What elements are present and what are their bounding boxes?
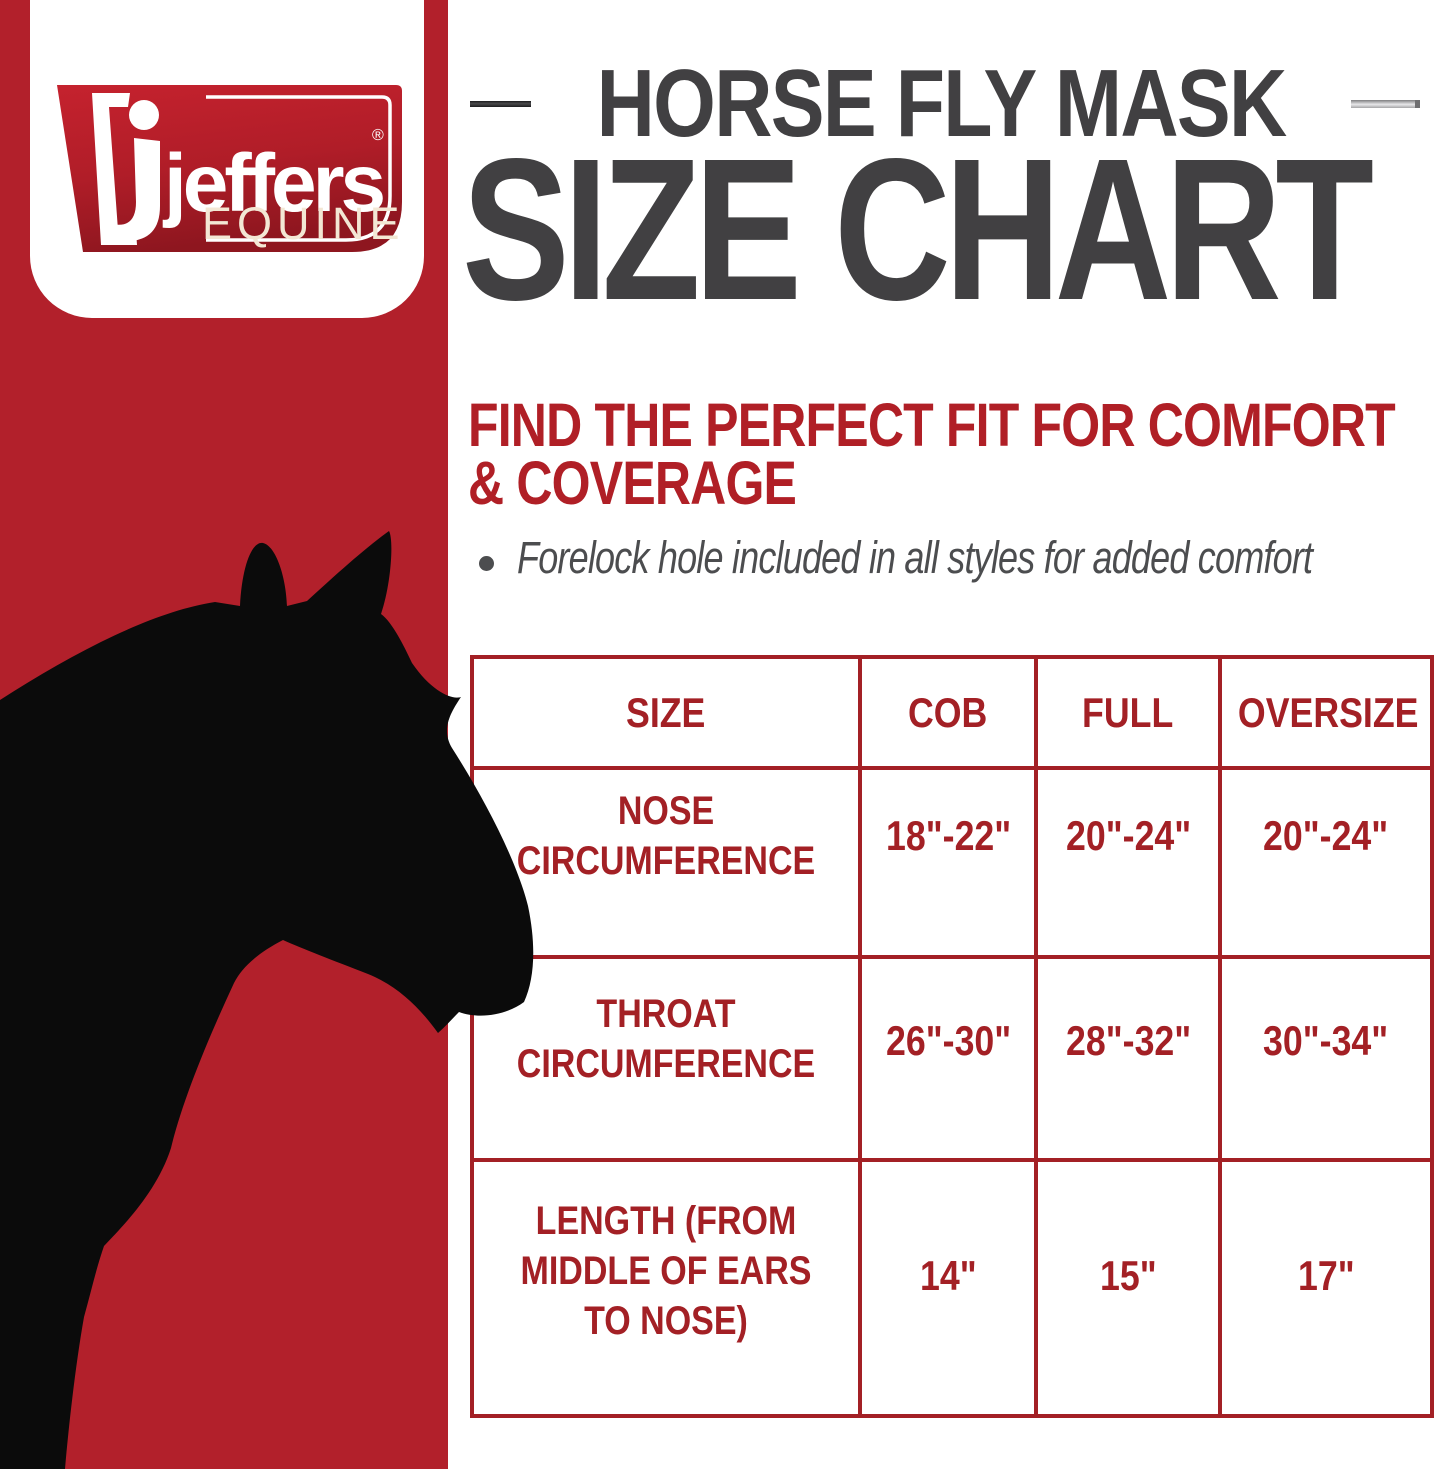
jeffers-logo-card: jeffers ® EQUINE [30,0,424,318]
table-row-length: LENGTH (FROM MIDDLE OF EARS TO NOSE) 14"… [470,1158,1435,1418]
intro-heading-line1: FIND THE PERFECT FIT FOR COMFORT [468,391,1396,459]
cell-value: 26"-30" [857,955,1039,1162]
cell-value: 17" [1217,1158,1435,1418]
row-label: NOSE CIRCUMFERENCE [470,766,862,959]
logo-brand-name: jeffers [162,138,384,229]
cell-value: 15" [1034,1158,1222,1418]
cell-value: 30"-34" [1217,955,1435,1162]
cell-value: 18"-22" [857,766,1039,959]
cell-value: 20"-24" [1217,766,1435,959]
cell-value: 28"-32" [1034,955,1222,1162]
intro-heading: FIND THE PERFECT FIT FOR COMFORT & COVER… [468,395,1445,514]
bullet-text: Forelock hole included in all styles for… [517,532,1313,583]
logo-brand-sub: EQUINE [202,198,402,249]
column-header-oversize: OVERSIZE [1217,655,1435,770]
column-header-full: FULL [1034,655,1222,770]
table-row-throat-circumference: THROAT CIRCUMFERENCE 26"-30" 28"-32" 30"… [470,955,1435,1162]
row-label: THROAT CIRCUMFERENCE [470,955,862,1162]
column-header-size: SIZE [470,655,862,770]
table-row-nose-circumference: NOSE CIRCUMFERENCE 18"-22" 20"-24" 20"-2… [470,766,1435,959]
row-label: LENGTH (FROM MIDDLE OF EARS TO NOSE) [470,1158,862,1418]
column-header-cob: COB [857,655,1039,770]
bullet-dot-icon [479,556,494,571]
logo-bracket-icon [92,93,137,245]
cell-value: 14" [857,1158,1039,1418]
size-table-header-row: SIZE COB FULL OVERSIZE [470,655,1435,770]
intro-heading-line2: & COVERAGE [468,449,797,517]
cell-value: 20"-24" [1034,766,1222,959]
kicker-title: HORSE FLY MASK [596,50,1288,157]
title-dash-left-icon [470,101,532,107]
kicker-row: HORSE FLY MASK [470,44,1420,164]
title-dash-right-icon [1351,100,1420,108]
size-table: SIZE COB FULL OVERSIZE NOSE CIRCUMFERENC… [470,655,1435,1418]
jeffers-equine-logo-icon: jeffers ® EQUINE [57,85,402,252]
logo-registered-mark: ® [372,127,384,144]
page-title: SIZE CHART [462,116,1374,342]
